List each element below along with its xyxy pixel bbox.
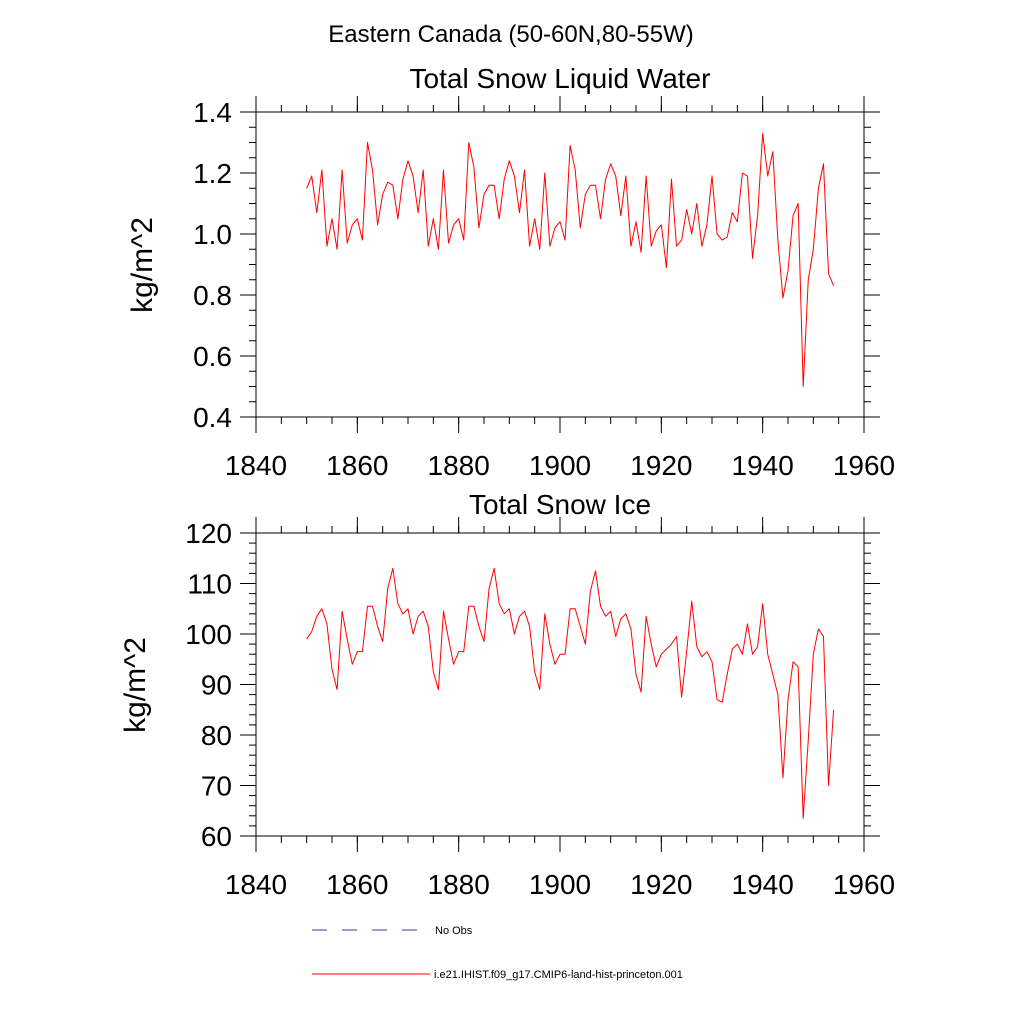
panel-snow-ice: Total Snow Ice 60 70 80 90 100 110 120 1840 1860…	[119, 489, 895, 900]
x-tick-label: 1940	[732, 450, 794, 481]
y-tick-label: 1.4	[193, 97, 232, 128]
series-line	[306, 132, 835, 387]
x-tick-label: 1880	[428, 450, 490, 481]
x-tick-label: 1960	[833, 869, 895, 900]
axes-snow-ice: 60 70 80 90 100 110 120 1840 1860 1880 1900 1920 194…	[185, 517, 895, 900]
series-line	[306, 567, 835, 819]
panel-title-snow-ice: Total Snow Ice	[469, 489, 651, 520]
y-tick-label: 90	[201, 670, 232, 701]
x-tick-label: 1860	[326, 869, 388, 900]
x-tick-label: 1840	[225, 450, 287, 481]
y-tick-label: 70	[201, 771, 232, 802]
x-tick-label: 1960	[833, 450, 895, 481]
x-tick-label: 1900	[529, 450, 591, 481]
x-tick-label: 1920	[630, 869, 692, 900]
y-tick-label: 0.4	[193, 402, 232, 433]
y-tick-label: 60	[201, 821, 232, 852]
y-tick-label: 1.2	[193, 158, 232, 189]
x-tick-label: 1880	[428, 869, 490, 900]
legend-label-model-run: i.e21.IHIST.f09_g17.CMIP6-land-hist-prin…	[434, 969, 683, 981]
figure-title: Eastern Canada (50-60N,80-55W)	[328, 21, 694, 48]
panel-liquid-water: Total Snow Liquid Water 0.4 0.6 0.8 1.0 1.2 1…	[126, 63, 895, 481]
x-tick-label: 1920	[630, 450, 692, 481]
y-tick-label: 1.0	[193, 219, 232, 250]
y-tick-label: 100	[185, 619, 232, 650]
x-tick-label: 1940	[732, 869, 794, 900]
y-tick-label: 0.8	[193, 280, 232, 311]
y-axis-label-snow-ice: kg/m^2	[119, 637, 152, 733]
legend-label-no-obs: No Obs	[435, 925, 473, 937]
axes-liquid-water: 0.4 0.6 0.8 1.0 1.2 1.4 1840 1860 1880 1900 1920 19…	[193, 96, 895, 481]
y-axis-label-liquid-water: kg/m^2	[126, 217, 159, 313]
panel-title-liquid-water: Total Snow Liquid Water	[410, 63, 711, 94]
y-tick-label: 0.6	[193, 341, 232, 372]
y-tick-label: 110	[187, 569, 232, 600]
legend: No Obs i.e21.IHIST.f09_g17.CMIP6-land-hi…	[312, 925, 683, 981]
x-tick-label: 1900	[529, 869, 591, 900]
x-tick-label: 1860	[326, 450, 388, 481]
x-tick-label: 1840	[225, 869, 287, 900]
y-tick-label: 80	[201, 720, 232, 751]
y-tick-label: 120	[185, 518, 232, 549]
